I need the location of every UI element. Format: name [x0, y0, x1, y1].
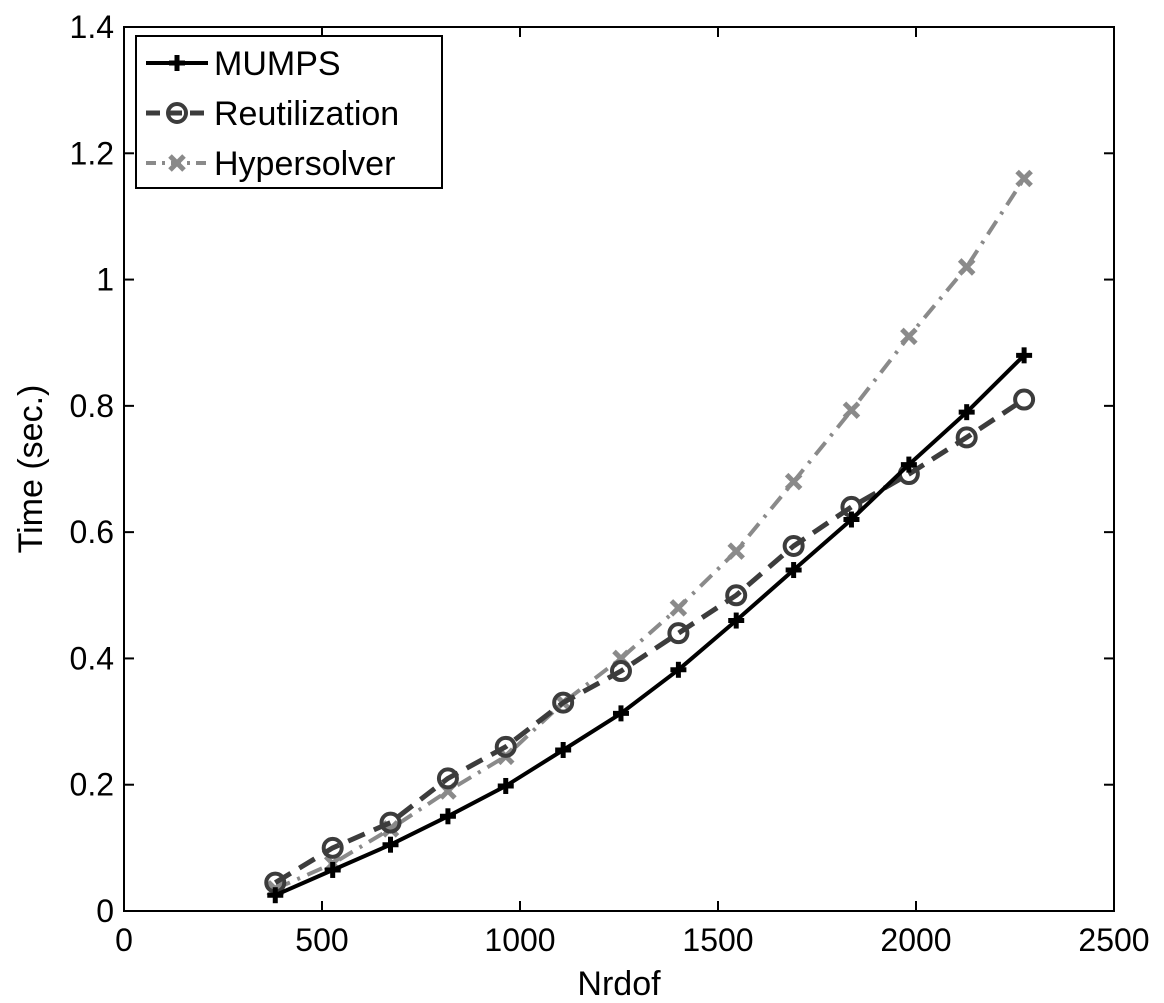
series-line-mumps — [274, 353, 1026, 898]
data-point-mumps — [382, 836, 399, 853]
x-tick-label: 1500 — [682, 922, 753, 958]
data-point-reutilization — [667, 622, 690, 645]
x-tick-label: 0 — [115, 922, 133, 958]
data-point-hypersolver — [957, 258, 976, 276]
data-point-reutilization — [725, 584, 748, 607]
x-tick-label: 500 — [295, 922, 348, 958]
data-point-mumps — [324, 861, 341, 878]
data-point-hypersolver — [1015, 169, 1033, 188]
data-point-reutilization — [494, 735, 517, 758]
data-point-hypersolver — [669, 599, 688, 617]
data-point-mumps — [958, 404, 975, 421]
legend-marker-reutilization — [166, 102, 188, 124]
data-point-reutilization — [321, 836, 344, 859]
data-point-reutilization — [955, 426, 978, 449]
y-tick-label: 1 — [96, 262, 114, 298]
data-point-hypersolver — [727, 542, 745, 560]
x-tick-label: 1000 — [484, 922, 555, 958]
y-tick-label: 1.4 — [70, 9, 114, 45]
y-tick-label: 0.6 — [70, 514, 114, 550]
data-point-hypersolver — [784, 472, 803, 491]
series-layer — [264, 169, 1036, 904]
series-mumps — [267, 347, 1033, 904]
data-point-mumps — [612, 705, 629, 722]
data-point-mumps — [1016, 347, 1033, 364]
data-point-reutilization — [609, 660, 632, 683]
y-tick-label: 0.8 — [70, 388, 114, 424]
y-tick-label: 0.2 — [70, 767, 114, 803]
axes: 0 500 1000 1500 2000 2500 0 0.2 0.4 0.6 0.8 1 1.2 1.4 — [70, 9, 1150, 958]
legend-marker-mumps — [169, 55, 185, 71]
data-point-mumps — [439, 808, 456, 825]
data-point-mumps — [267, 887, 284, 904]
data-point-mumps — [728, 612, 745, 629]
plot-frame — [123, 26, 1115, 912]
data-point-mumps — [843, 511, 860, 528]
data-point-mumps — [497, 777, 514, 794]
data-point-mumps — [900, 456, 917, 473]
data-point-hypersolver — [900, 327, 918, 346]
data-point-reutilization — [552, 691, 575, 714]
data-point-reutilization — [782, 535, 805, 558]
data-point-reutilization — [1013, 388, 1036, 411]
x-tick-label: 2000 — [880, 922, 951, 958]
x-tick-label: 2500 — [1078, 922, 1149, 958]
legend-label-mumps: MUMPS — [214, 45, 341, 83]
legend-label-reutilization: Reutilization — [214, 95, 399, 133]
data-point-hypersolver — [842, 401, 861, 420]
data-point-reutilization — [436, 767, 459, 790]
legend-label-hypersolver: Hypersolver — [214, 145, 395, 183]
data-point-reutilization — [379, 811, 402, 834]
data-point-mumps — [785, 562, 802, 579]
legend: MUMPS Reutilization Hypersolver — [135, 35, 443, 189]
y-tick-label: 1.2 — [70, 135, 114, 171]
series-reutilization — [264, 388, 1036, 894]
y-tick-label: 0 — [96, 893, 114, 929]
legend-marker-hypersolver — [168, 154, 186, 172]
series-line-reutilization — [274, 397, 1026, 885]
y-axis-label: Time (sec.) — [12, 385, 50, 554]
data-point-mumps — [555, 741, 572, 758]
x-axis-label: Nrdof — [577, 965, 661, 1003]
data-point-mumps — [670, 661, 687, 678]
y-tick-label: 0.4 — [70, 640, 114, 676]
